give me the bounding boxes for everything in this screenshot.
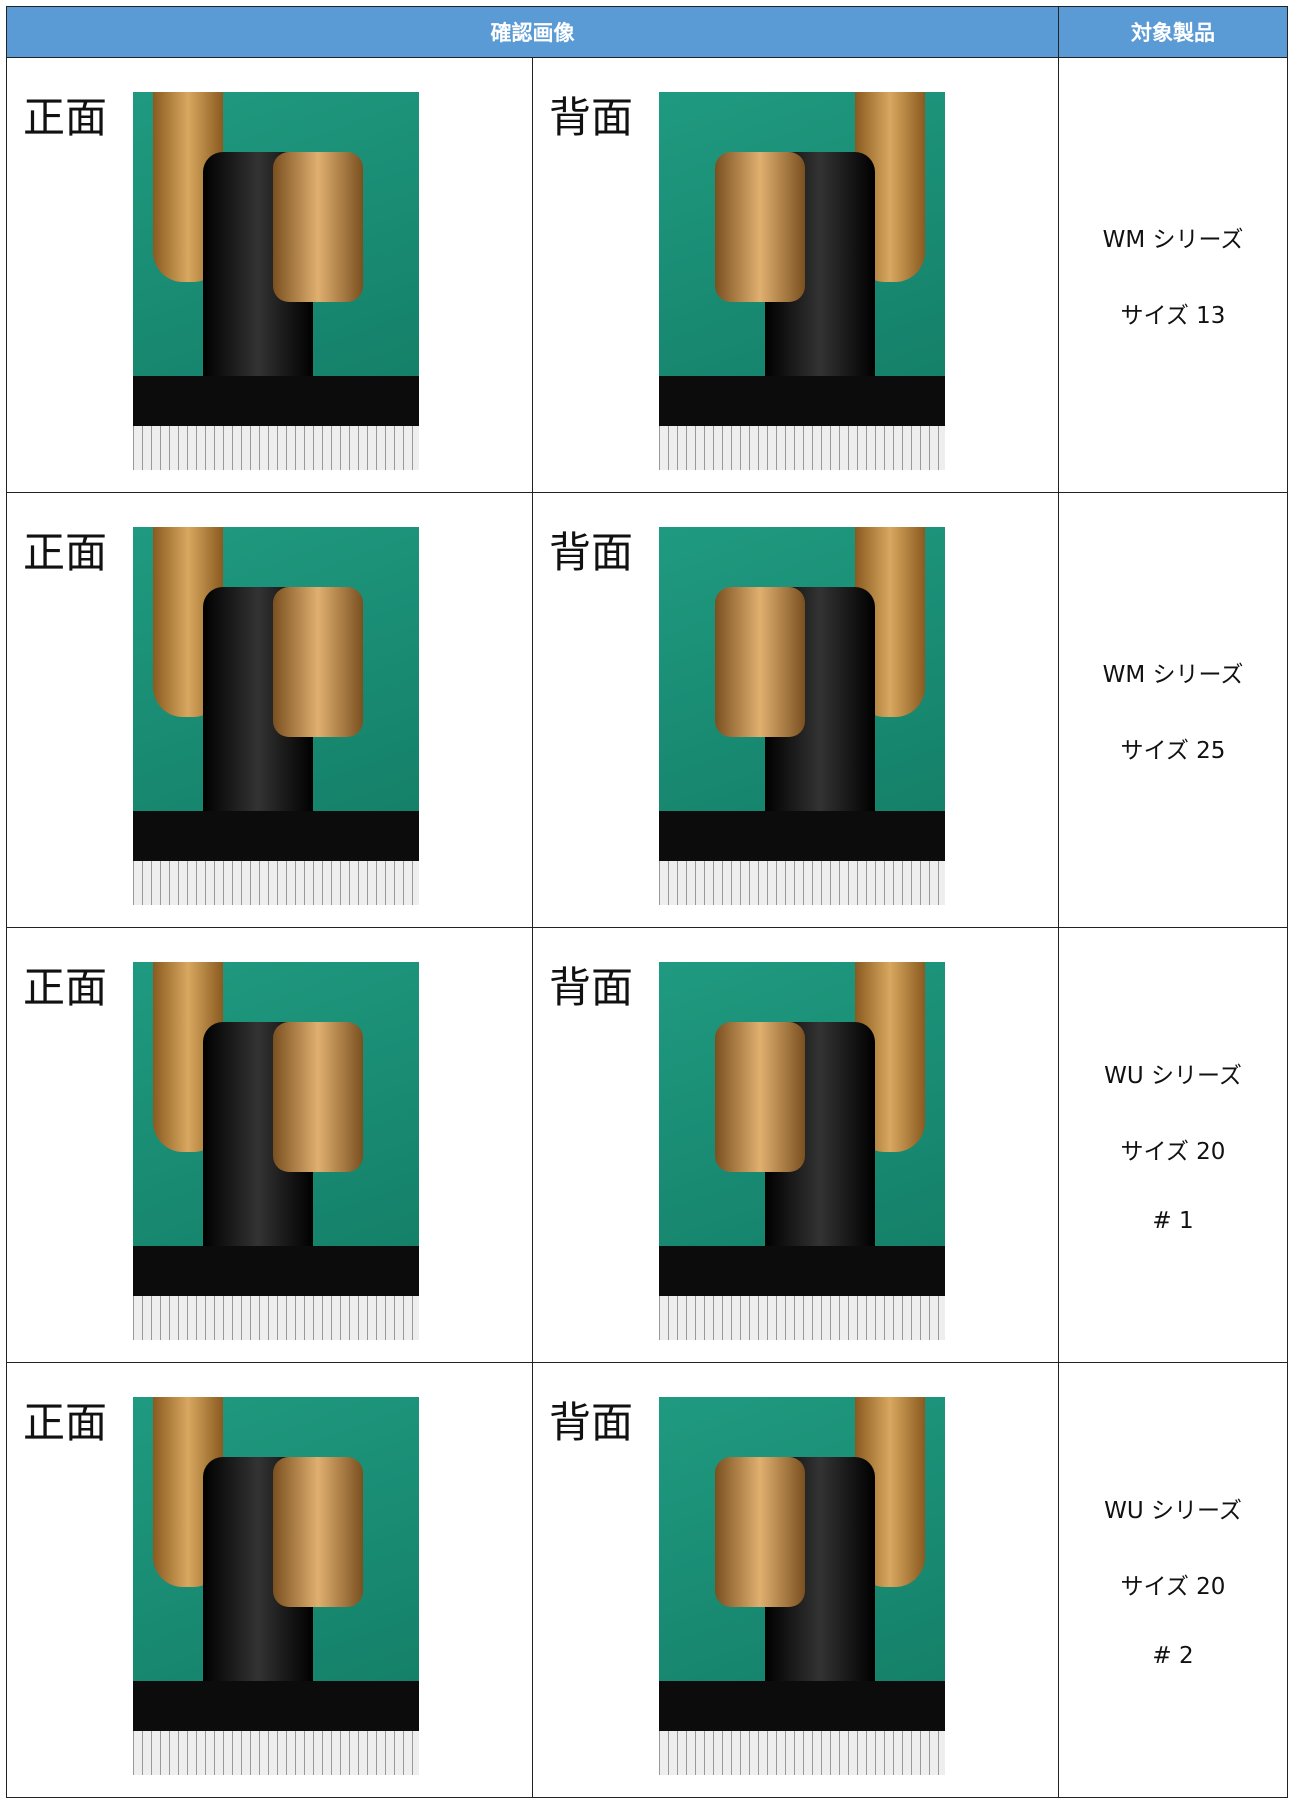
base — [133, 1246, 419, 1296]
ruler — [133, 861, 419, 905]
ruler — [659, 1296, 945, 1340]
fitting — [715, 587, 805, 737]
base — [659, 811, 945, 861]
fitting — [273, 152, 363, 302]
fitting — [273, 1022, 363, 1172]
image-cell: 背面 — [532, 927, 1059, 1363]
base — [659, 376, 945, 426]
product-line: # 2 — [1152, 1643, 1194, 1669]
image-cell: 正面 — [6, 927, 533, 1363]
base — [133, 1681, 419, 1731]
photo — [133, 962, 419, 1340]
view-label: 背面 — [549, 93, 634, 142]
image-cell: 背面 — [532, 492, 1059, 928]
header-row: 確認画像 対象製品 — [6, 6, 1288, 58]
photo — [659, 92, 945, 470]
photo — [133, 92, 419, 470]
image-cell: 背面 — [532, 1362, 1059, 1798]
ruler — [133, 1296, 419, 1340]
product-line: WM シリーズ — [1102, 662, 1244, 688]
base — [659, 1681, 945, 1731]
ruler — [659, 861, 945, 905]
view-label: 正面 — [23, 528, 108, 577]
row: 正面 背面 WU シリーズ サイズ 20 # 1 — [6, 927, 1288, 1363]
view-label: 正面 — [23, 93, 108, 142]
product-line: サイズ 20 — [1120, 1574, 1226, 1600]
photo — [133, 1397, 419, 1775]
fitting — [715, 1022, 805, 1172]
row: 正面 背面 WU シリーズ サイズ 20 # 2 — [6, 1362, 1288, 1798]
row: 正面 背面 WM シリーズ サイズ 13 — [6, 57, 1288, 493]
product-line: サイズ 13 — [1120, 303, 1226, 329]
table-body: 正面 背面 WM シリーズ サイズ 13 正面 背面 WM シリーズ サイズ 25 正面 背面 WU… — [6, 57, 1288, 1798]
product-line: # 1 — [1152, 1208, 1194, 1234]
header-product: 対象製品 — [1058, 6, 1288, 58]
product-line: WU シリーズ — [1104, 1498, 1242, 1524]
product-cell: WM シリーズ サイズ 13 — [1058, 57, 1288, 493]
ruler — [659, 1731, 945, 1775]
photo — [659, 1397, 945, 1775]
product-cell: WM シリーズ サイズ 25 — [1058, 492, 1288, 928]
inspection-table: 確認画像 対象製品 正面 背面 WM シリーズ サイズ 13 正面 背面 WM シリーズ サイ… — [6, 6, 1288, 1798]
image-cell: 背面 — [532, 57, 1059, 493]
photo — [659, 527, 945, 905]
product-line: WM シリーズ — [1102, 227, 1244, 253]
ruler — [133, 426, 419, 470]
fitting — [715, 1457, 805, 1607]
row: 正面 背面 WM シリーズ サイズ 25 — [6, 492, 1288, 928]
ruler — [133, 1731, 419, 1775]
product-cell: WU シリーズ サイズ 20 # 2 — [1058, 1362, 1288, 1798]
fitting — [273, 1457, 363, 1607]
base — [659, 1246, 945, 1296]
product-cell: WU シリーズ サイズ 20 # 1 — [1058, 927, 1288, 1363]
ruler — [659, 426, 945, 470]
view-label: 正面 — [23, 963, 108, 1012]
fitting — [715, 152, 805, 302]
product-line: WU シリーズ — [1104, 1063, 1242, 1089]
product-line: サイズ 25 — [1120, 738, 1226, 764]
base — [133, 376, 419, 426]
photo — [133, 527, 419, 905]
header-images: 確認画像 — [6, 6, 1059, 58]
photo — [659, 962, 945, 1340]
view-label: 背面 — [549, 1398, 634, 1447]
image-cell: 正面 — [6, 492, 533, 928]
product-line: サイズ 20 — [1120, 1139, 1226, 1165]
image-cell: 正面 — [6, 1362, 533, 1798]
fitting — [273, 587, 363, 737]
base — [133, 811, 419, 861]
view-label: 正面 — [23, 1398, 108, 1447]
image-cell: 正面 — [6, 57, 533, 493]
view-label: 背面 — [549, 528, 634, 577]
view-label: 背面 — [549, 963, 634, 1012]
